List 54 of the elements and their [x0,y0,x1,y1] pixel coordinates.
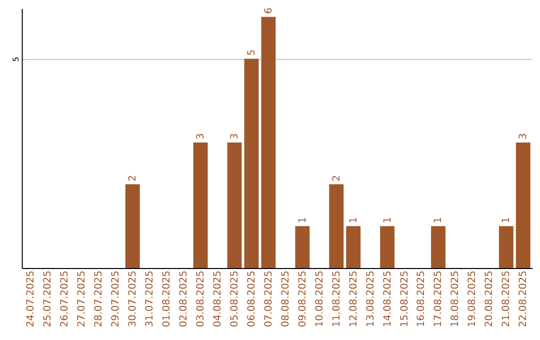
data-label: 1 [382,216,394,224]
bar [516,142,530,268]
data-label: 6 [263,8,274,14]
bar [261,16,276,268]
x-tick-label: 05.08.2025 [229,270,240,328]
x-tick-label: 20.08.2025 [484,270,496,328]
bar [193,142,208,268]
x-tick-label: 28.07.2025 [94,270,105,328]
x-tick-label: 11.08.2025 [331,270,342,328]
bar [125,184,140,268]
x-tick-label: 12.08.2025 [348,270,360,328]
x-tick-label: 21.08.2025 [501,270,512,328]
x-tick-label: 15.08.2025 [399,270,410,328]
x-tick-label: 31.07.2025 [144,270,156,328]
bar [227,142,242,268]
x-tick-label: 22.08.2025 [518,270,530,328]
x-tick-label: 03.08.2025 [195,270,206,328]
x-tick-label: 09.08.2025 [297,270,308,328]
x-tick-label: 02.08.2025 [178,270,190,328]
x-tick-label: 01.08.2025 [162,270,173,328]
x-tick-label: 19.08.2025 [467,270,478,328]
x-tick-label: 17.08.2025 [433,270,444,328]
x-tick-label: 18.08.2025 [450,270,462,328]
bar [329,184,344,268]
bar [244,58,259,268]
data-label: 2 [331,175,342,182]
data-label: 3 [518,133,530,140]
x-tick-label: 07.08.2025 [263,270,274,328]
bar [380,226,395,268]
data-label: 1 [348,216,360,224]
x-tick-label: 14.08.2025 [382,270,394,328]
data-label: 1 [433,216,444,224]
x-tick-label: 25.07.2025 [42,270,54,328]
data-label: 2 [128,175,139,182]
x-tick-label: 10.08.2025 [314,270,326,328]
bar [295,226,310,268]
bar [346,226,361,268]
x-tick-label: 24.07.2025 [26,270,37,328]
x-tick-label: 08.08.2025 [280,270,292,328]
x-tick-label: 06.08.2025 [246,270,258,328]
data-label: 1 [297,216,308,224]
x-tick-label: 29.07.2025 [110,270,122,328]
data-label: 1 [501,216,512,224]
x-tick-label: 04.08.2025 [212,270,224,328]
x-tick-label: 30.07.2025 [128,270,139,328]
x-tick-label: 16.08.2025 [416,270,428,328]
data-label: 3 [195,133,206,140]
data-label: 3 [229,133,240,140]
bar [498,226,514,268]
x-tick-label: 13.08.2025 [365,270,376,328]
data-label: 5 [246,49,258,56]
bar [431,226,446,268]
x-tick-label: 26.07.2025 [60,270,71,328]
x-tick-label: 27.07.2025 [76,270,88,328]
